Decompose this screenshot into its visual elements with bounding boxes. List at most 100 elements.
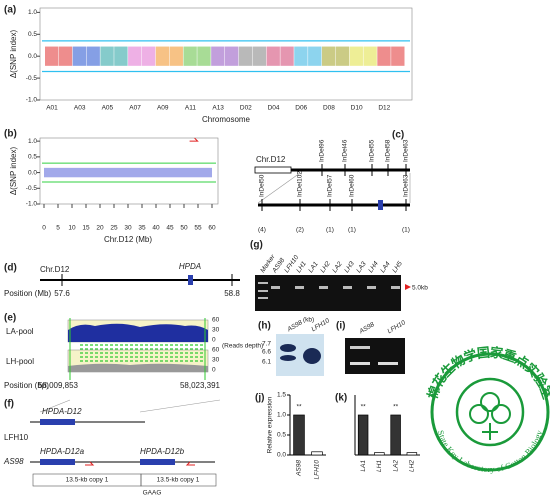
x-tick-label: 55 bbox=[194, 225, 202, 232]
x-tick-label: 10 bbox=[68, 225, 76, 232]
panel-label: (h) bbox=[258, 321, 271, 332]
size-label: 6.1 bbox=[262, 359, 271, 366]
snp-cloud bbox=[44, 167, 212, 178]
lane-label: LH2 bbox=[319, 260, 332, 274]
gene-box bbox=[188, 275, 193, 285]
marker: InDel96 bbox=[319, 139, 326, 162]
snp-cloud bbox=[155, 46, 170, 66]
marker: InDel46 bbox=[342, 139, 349, 162]
track-label: LA-pool bbox=[6, 327, 34, 336]
x-tick-label: LH1 bbox=[376, 460, 383, 472]
x-tick-label: 5 bbox=[56, 225, 60, 232]
blot-band bbox=[280, 344, 296, 352]
bar bbox=[357, 414, 369, 456]
lane-label: LA2 bbox=[331, 260, 344, 274]
logo-ring bbox=[430, 352, 550, 472]
recombinant-count: (2) bbox=[296, 227, 304, 234]
snp-cloud bbox=[72, 46, 87, 66]
snp-cloud bbox=[321, 46, 336, 66]
arrow bbox=[85, 461, 95, 466]
lane-label: LA1 bbox=[307, 260, 320, 274]
unit: (kb) bbox=[303, 317, 314, 324]
snp-cloud bbox=[308, 46, 322, 66]
x-tick-label: D10 bbox=[351, 105, 363, 112]
x-tick-label: A03 bbox=[74, 105, 86, 112]
panel-label: (c) bbox=[392, 130, 404, 141]
x-axis-title: Chromosome bbox=[202, 115, 251, 124]
marker: InDel102 bbox=[297, 171, 304, 197]
marker: InDel58 bbox=[385, 139, 392, 162]
gene-box bbox=[140, 459, 175, 465]
marker: InDel50 bbox=[259, 174, 266, 197]
gene-label: HPDA-D12a bbox=[40, 447, 85, 456]
chromosome-label: Chr.D12 bbox=[256, 155, 286, 164]
x-tick-label: AS98 bbox=[296, 460, 303, 477]
x-tick-label: D02 bbox=[240, 105, 252, 112]
bar bbox=[311, 451, 323, 456]
panel-label: (j) bbox=[255, 393, 264, 404]
size-label: 6.6 bbox=[262, 349, 271, 356]
x-tick-label: 60 bbox=[208, 225, 216, 232]
gene-box bbox=[40, 419, 75, 425]
bar bbox=[406, 452, 418, 456]
x-tick-label: LA2 bbox=[392, 460, 399, 472]
arrow bbox=[189, 137, 199, 142]
depth-tick: 0 bbox=[212, 367, 216, 374]
gel-band bbox=[350, 362, 370, 365]
position-label: Position (bp) bbox=[4, 381, 49, 390]
copy-box bbox=[140, 473, 217, 487]
snp-cloud bbox=[280, 46, 294, 66]
lane-label: LH5 bbox=[391, 260, 404, 274]
gene-box bbox=[40, 459, 75, 465]
coverage bbox=[68, 323, 208, 342]
snp-cloud bbox=[266, 46, 280, 66]
lane-label: LA4 bbox=[379, 260, 392, 274]
lane-label: AS98 bbox=[285, 319, 303, 334]
snp-cloud bbox=[128, 46, 142, 66]
y-axis-title: Relative expression bbox=[267, 396, 274, 453]
y-tick-label: 0.0 bbox=[28, 169, 37, 176]
lane-label: LA3 bbox=[355, 260, 368, 274]
depth-tick: 60 bbox=[212, 347, 220, 354]
coverage bbox=[68, 363, 208, 372]
x-tick-label: LFH10 bbox=[314, 460, 321, 480]
x-tick-label: A07 bbox=[129, 105, 141, 112]
x-tick-label: LA1 bbox=[360, 460, 367, 472]
snp-cloud bbox=[363, 46, 377, 66]
position: 57.6 bbox=[54, 289, 70, 298]
track-label: LH-pool bbox=[6, 357, 34, 366]
panel-label: (g) bbox=[250, 240, 263, 251]
lane-label: LH4 bbox=[367, 260, 380, 274]
gene-label: HPDA-D12b bbox=[140, 447, 185, 456]
zoom-line bbox=[39, 399, 71, 413]
y-tick-label: -1.0 bbox=[26, 97, 38, 104]
snp-cloud bbox=[100, 46, 114, 66]
plot-frame bbox=[39, 7, 413, 101]
logo-cotton bbox=[469, 392, 511, 440]
y-tick-label: 0.0 bbox=[277, 452, 286, 459]
y-tick-label: 0.5 bbox=[28, 31, 37, 38]
significance: ** bbox=[393, 404, 399, 411]
reads bbox=[80, 344, 205, 362]
arrow bbox=[185, 461, 195, 466]
position-label: Position (Mb) bbox=[4, 289, 51, 298]
snp-cloud bbox=[252, 46, 267, 66]
snp-cloud bbox=[377, 46, 391, 66]
x-tick-label: 40 bbox=[152, 225, 160, 232]
depth-tick: 0 bbox=[212, 337, 216, 344]
snp-cloud bbox=[294, 46, 308, 66]
snp-cloud bbox=[391, 46, 405, 66]
copy-label: 13.5-kb copy 1 bbox=[66, 477, 109, 484]
x-tick-label: A01 bbox=[46, 105, 58, 112]
marker: InDel60 bbox=[349, 174, 356, 197]
depth-label: (Reads depth) bbox=[222, 343, 263, 350]
gel bbox=[345, 338, 405, 374]
significance: ** bbox=[361, 404, 367, 411]
logo-ring bbox=[455, 377, 525, 447]
line-label: LFH10 bbox=[4, 433, 29, 442]
x-tick-label: LH2 bbox=[409, 460, 416, 472]
gel-bands bbox=[258, 282, 400, 299]
copy-label: 13.5-kb copy 1 bbox=[157, 477, 200, 484]
snp-cloud bbox=[58, 46, 73, 66]
arrow bbox=[405, 284, 411, 290]
